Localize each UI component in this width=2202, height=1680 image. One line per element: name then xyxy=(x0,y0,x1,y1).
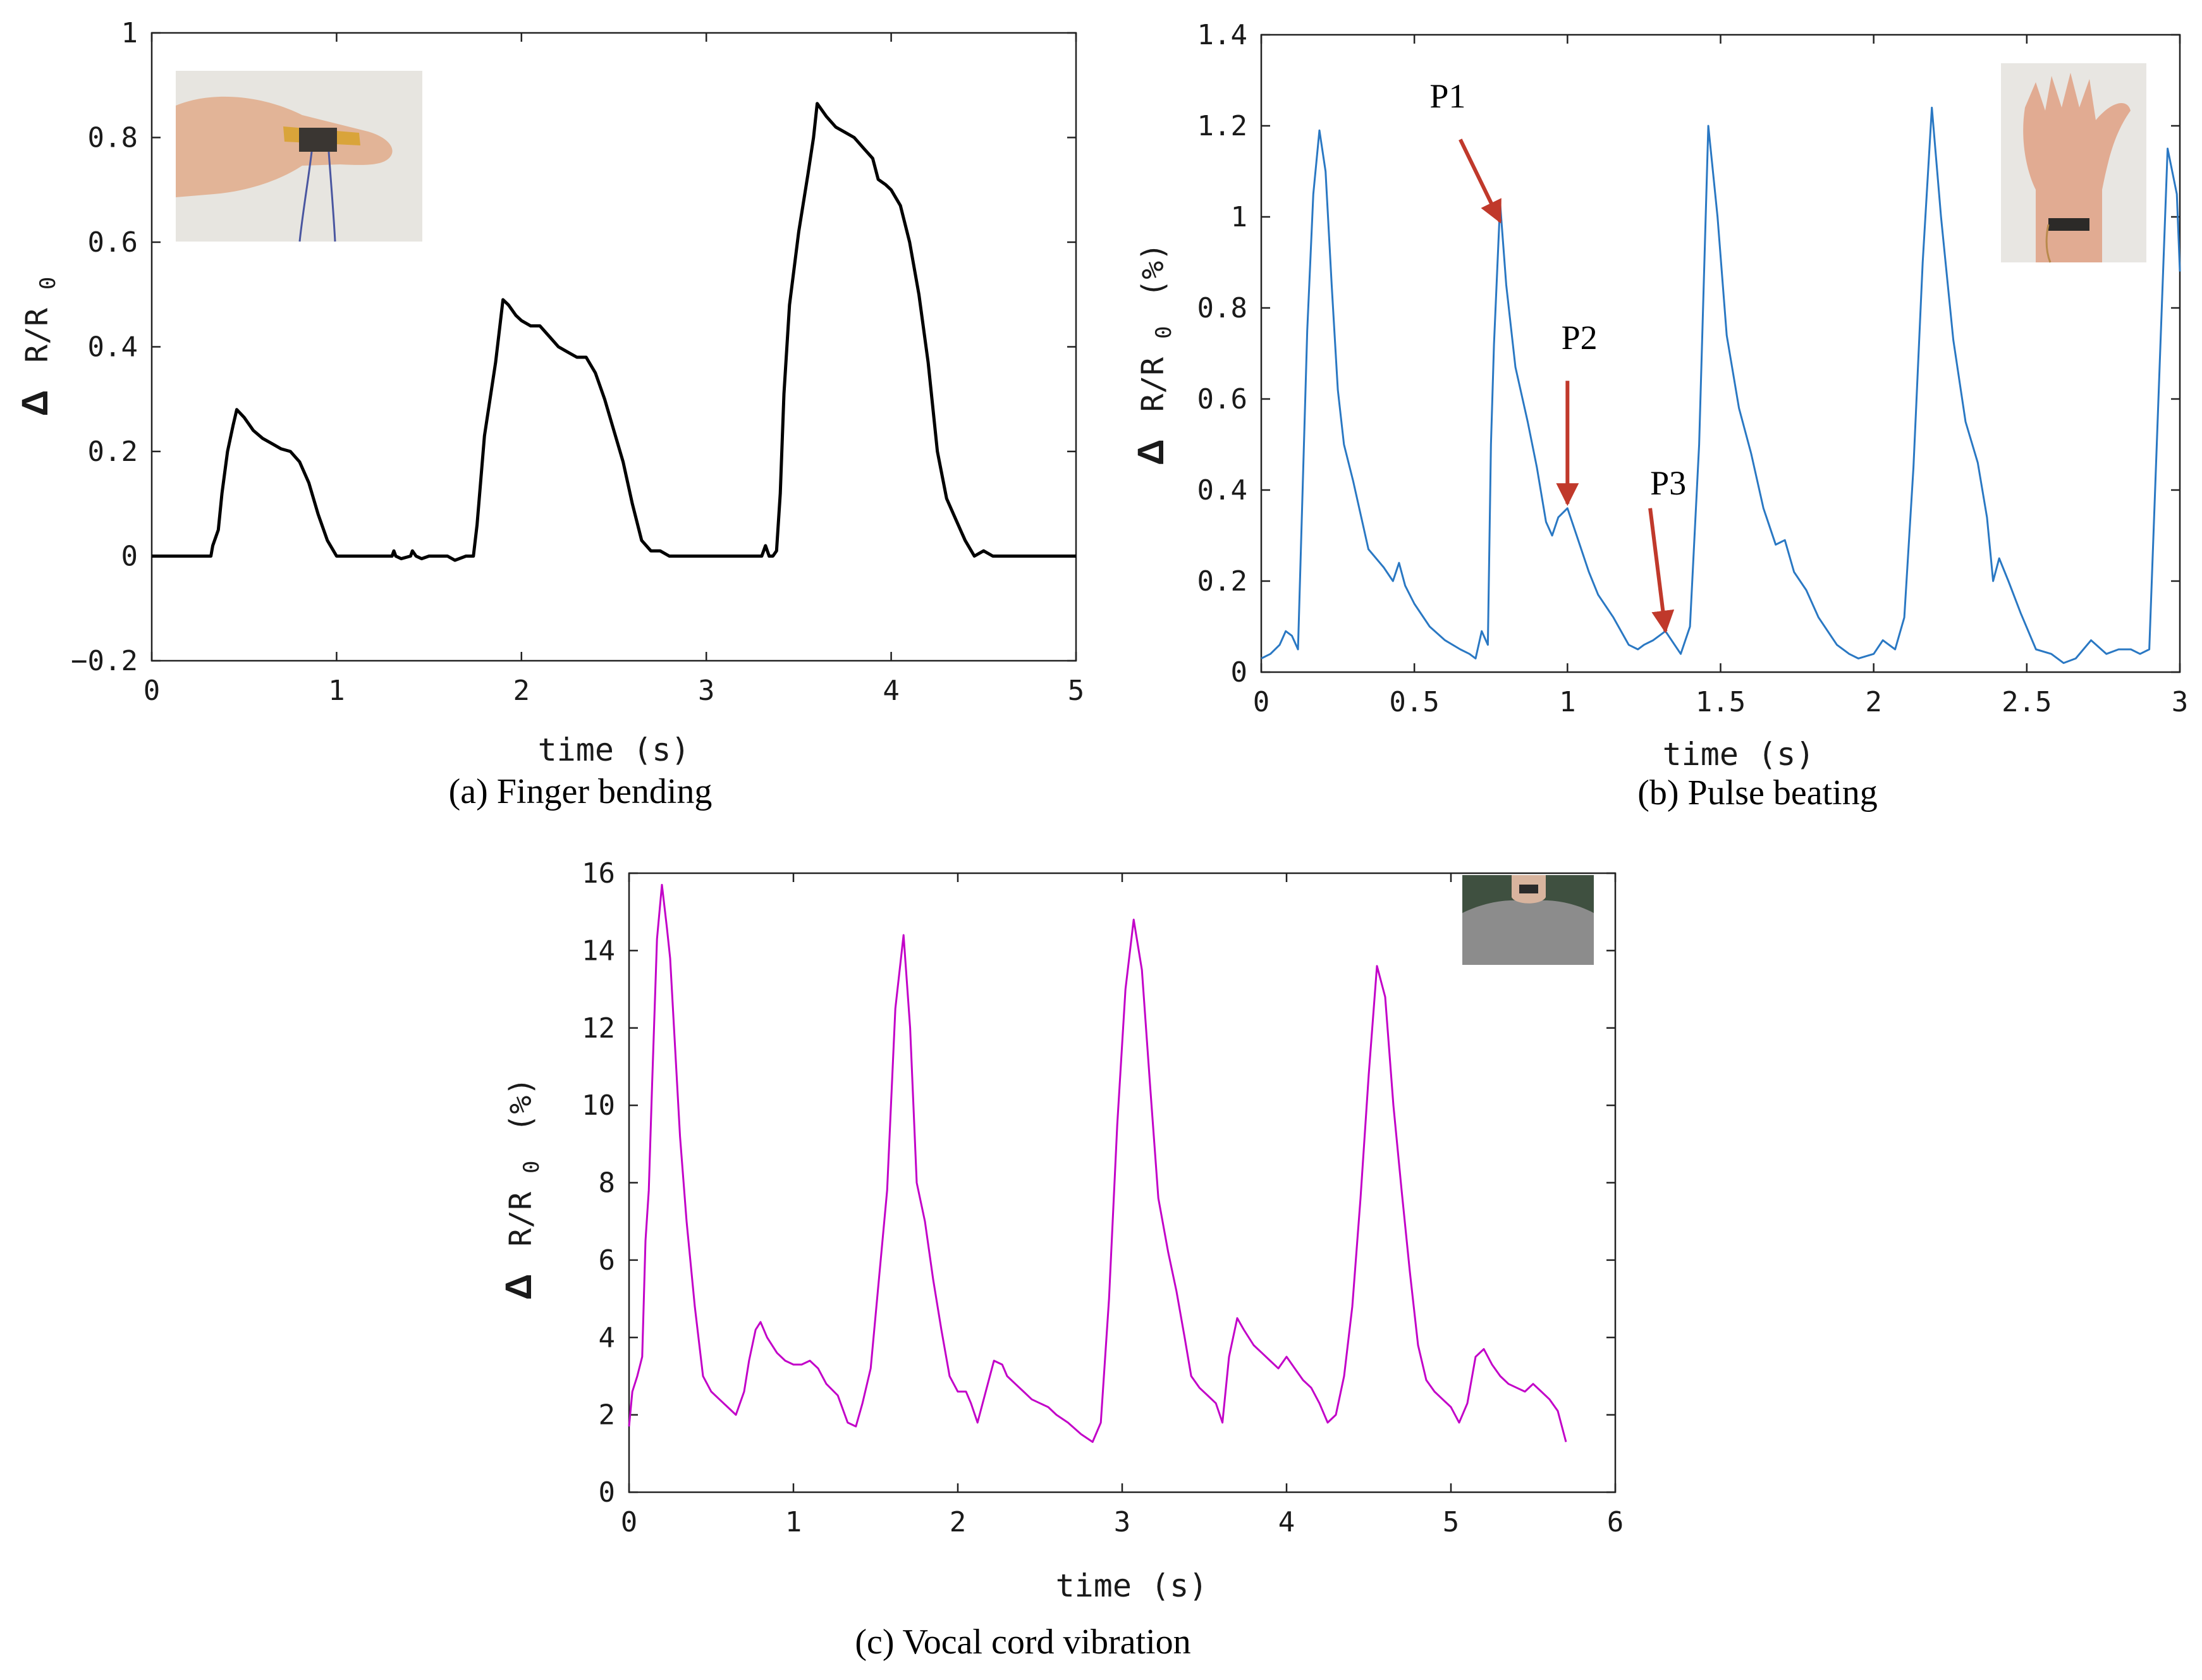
y-tick-label: 0.2 xyxy=(88,436,138,468)
x-tick-label: 5 xyxy=(1443,1506,1460,1538)
y-tick-label: 0.6 xyxy=(88,226,138,259)
y-tick-label: 16 xyxy=(582,857,615,890)
y-tick-label: 0.4 xyxy=(88,331,138,364)
y-tick-label: −0.2 xyxy=(71,645,138,677)
annotation-label-p3: P3 xyxy=(1650,464,1686,502)
y-label-main: R/R xyxy=(20,308,55,363)
person-photo xyxy=(1462,875,1594,965)
panel-pulse-beating: 00.20.40.60.811.21.4 0 0.5 1 1.5 2 2.5 3 P1P2P… xyxy=(1130,19,2188,812)
y-tick-label: 1 xyxy=(1231,201,1248,233)
x-tick-labels: 0 1 2 3 4 5 xyxy=(144,675,1085,707)
y-tick-label: 0 xyxy=(121,541,138,573)
tick-marks xyxy=(628,872,1617,1493)
x-tick-labels: 0 1 2 3 4 5 6 xyxy=(621,1506,1624,1538)
x-tick-label: 4 xyxy=(883,675,900,707)
x-tick-label: 4 xyxy=(1278,1506,1295,1538)
y-label-main: R/R xyxy=(1135,357,1171,412)
y-tick-label: 0.4 xyxy=(1197,474,1247,506)
x-tick-label: 1.5 xyxy=(1696,686,1746,718)
x-tick-label: 3 xyxy=(698,675,715,707)
y-label-delta: Δ xyxy=(15,390,56,417)
svg-text:Δ R/R 0: Δ R/R 0 xyxy=(15,277,61,417)
y-tick-label: 14 xyxy=(582,935,615,967)
y-tick-labels: 0 0.2 0.4 0.6 0.8 1 1.2 1.4 xyxy=(1197,19,1247,689)
y-label-delta: Δ xyxy=(498,1273,539,1300)
y-axis-label: Δ R/R 0 (%) xyxy=(498,1077,546,1300)
annotation-arrow-p3 xyxy=(1648,508,1675,634)
tick-marks xyxy=(1260,34,2181,673)
series-line-pulse xyxy=(1261,106,2181,665)
x-tick-label: 0 xyxy=(144,675,161,707)
y-tick-labels: −0.2 0 0.2 0.4 0.6 0.8 1 xyxy=(71,17,138,677)
x-tick-label: 6 xyxy=(1607,1506,1624,1538)
x-tick-label: 2 xyxy=(950,1506,967,1538)
y-tick-label: 4 xyxy=(599,1321,616,1354)
annotation-arrow-p1 xyxy=(1459,138,1502,224)
series-line-vocal xyxy=(628,883,1567,1443)
x-tick-label: 1 xyxy=(785,1506,802,1538)
y-tick-label: 0.6 xyxy=(1197,383,1247,415)
x-tick-label: 2.5 xyxy=(2002,686,2052,718)
y-label-unit: (%) xyxy=(503,1077,539,1132)
y-axis-label: Δ R/R 0 xyxy=(15,277,61,417)
x-tick-label: 3 xyxy=(2172,686,2189,718)
x-tick-label: 1 xyxy=(328,675,345,707)
series-layer xyxy=(628,883,1567,1443)
y-tick-label: 0.2 xyxy=(1197,565,1247,598)
y-tick-label: 1.4 xyxy=(1197,19,1247,51)
x-tick-label: 2 xyxy=(1865,686,1882,718)
y-tick-label: 12 xyxy=(582,1012,615,1045)
y-tick-label: 0.8 xyxy=(1197,292,1247,324)
y-tick-label: 0 xyxy=(1231,656,1248,689)
y-tick-label: 8 xyxy=(599,1167,616,1199)
y-label-sub: 0 xyxy=(519,1160,544,1173)
peak-annotations: P1 P2 P3 xyxy=(1429,77,1686,634)
series-layer xyxy=(152,102,1076,562)
series-line-finger xyxy=(152,102,1076,562)
y-label-main: R/R xyxy=(503,1192,539,1247)
y-tick-label: 0.8 xyxy=(88,122,138,154)
x-axis-label: time (s) xyxy=(1056,1567,1208,1604)
x-axis-label: time (s) xyxy=(538,732,690,768)
y-tick-label: 6 xyxy=(599,1244,616,1277)
caption: (c) Vocal cord vibration xyxy=(855,1622,1190,1662)
annotation-label-p2: P2 xyxy=(1562,319,1598,357)
caption: (b) Pulse beating xyxy=(1637,773,1877,812)
y-tick-label: 10 xyxy=(582,1089,615,1122)
x-tick-label: 5 xyxy=(1068,675,1085,707)
x-tick-label: 3 xyxy=(1114,1506,1131,1538)
y-tick-label: 1.2 xyxy=(1197,110,1247,142)
annotation-label-p1: P1 xyxy=(1429,77,1465,115)
y-tick-label: 2 xyxy=(599,1399,616,1432)
x-tick-labels: 0 0.5 1 1.5 2 2.5 3 xyxy=(1253,686,2189,718)
wrist-photo xyxy=(2001,63,2146,263)
series-layer xyxy=(1261,106,2181,665)
y-label-delta: Δ xyxy=(1130,439,1171,465)
y-label-sub: 0 xyxy=(1151,326,1177,338)
x-tick-label: 2 xyxy=(513,675,530,707)
y-tick-label: 1 xyxy=(121,17,138,49)
x-tick-label: 1 xyxy=(1559,686,1576,718)
x-tick-label: 0.5 xyxy=(1389,686,1439,718)
x-tick-label: 0 xyxy=(1253,686,1270,718)
y-label-sub: 0 xyxy=(35,277,61,290)
y-tick-label: 0 xyxy=(599,1476,616,1509)
caption: (a) Finger bending xyxy=(449,772,713,811)
x-axis-label: time (s) xyxy=(1663,736,1815,773)
y-axis-label: Δ R/R 0 (%) xyxy=(1130,243,1178,465)
svg-text:Δ R/R 0: Δ R/R 0 (%) xyxy=(1130,243,1178,465)
y-label-unit: (%) xyxy=(1135,243,1171,298)
x-tick-label: 0 xyxy=(621,1506,638,1538)
y-tick-labels: 0 2 4 6 8 10 12 14 16 xyxy=(582,857,615,1509)
svg-text:Δ R/R 0: Δ R/R 0 (%) xyxy=(498,1077,546,1300)
finger-photo xyxy=(176,71,422,242)
